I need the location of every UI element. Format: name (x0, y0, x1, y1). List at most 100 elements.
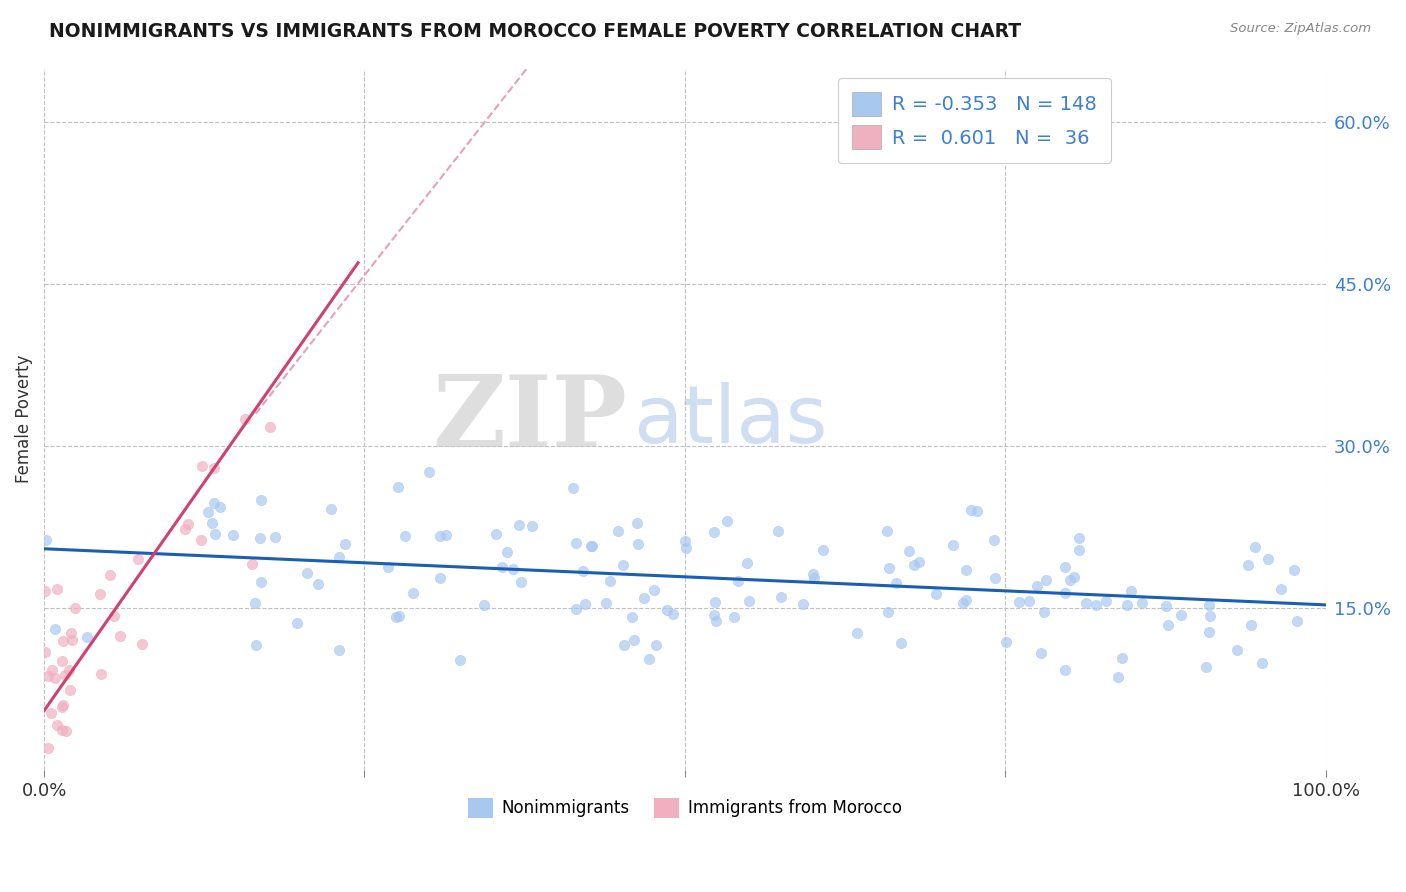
Point (633, 591, 655, 606)
Point (502, 561, 524, 575)
Point (571, 564, 593, 578)
Point (581, 539, 603, 553)
Point (485, 527, 508, 541)
Point (60, 625, 83, 640)
Point (1032, 605, 1054, 619)
Point (769, 590, 792, 604)
Point (34, 584, 56, 599)
Point (1257, 551, 1279, 566)
Point (65, 601, 87, 615)
Point (250, 575, 273, 590)
Point (994, 634, 1017, 648)
Point (52, 634, 75, 648)
Point (599, 574, 621, 588)
Point (174, 523, 197, 537)
Point (429, 571, 451, 585)
Point (221, 528, 243, 542)
Point (1085, 598, 1108, 612)
Point (45, 718, 67, 732)
Point (240, 558, 263, 572)
Point (960, 503, 983, 517)
Point (44, 671, 66, 685)
Point (703, 607, 725, 622)
Point (655, 603, 678, 617)
Point (522, 519, 544, 533)
Point (44, 622, 66, 636)
Point (233, 412, 256, 426)
Point (801, 567, 824, 582)
Point (1018, 593, 1040, 607)
Point (792, 597, 814, 611)
Point (384, 610, 406, 624)
Point (675, 541, 697, 555)
Point (727, 574, 749, 589)
Point (37, 741, 59, 756)
Point (89, 587, 111, 601)
Point (245, 638, 267, 652)
Point (890, 635, 912, 649)
Point (811, 543, 834, 558)
Point (208, 500, 231, 515)
Point (1026, 578, 1049, 592)
Point (1053, 663, 1076, 677)
Point (496, 545, 519, 559)
Point (204, 526, 226, 541)
Point (1054, 559, 1077, 574)
Point (1154, 599, 1177, 613)
Point (737, 594, 759, 608)
Point (264, 530, 287, 544)
Point (613, 638, 636, 652)
Point (1198, 609, 1220, 624)
Point (472, 598, 495, 612)
Point (191, 459, 214, 474)
Point (565, 602, 588, 616)
Point (1074, 596, 1097, 610)
Point (110, 629, 132, 643)
Point (1063, 570, 1085, 584)
Point (1069, 542, 1091, 557)
Point (436, 528, 458, 542)
Point (1236, 558, 1258, 572)
Point (1111, 651, 1133, 665)
Point (703, 595, 725, 609)
Point (702, 524, 724, 539)
Point (626, 537, 648, 551)
Point (51, 654, 73, 668)
Point (131, 637, 153, 651)
Point (908, 555, 931, 569)
Y-axis label: Female Poverty: Female Poverty (15, 355, 32, 483)
Point (53, 667, 76, 681)
Point (90, 666, 112, 681)
Point (1059, 573, 1081, 587)
Point (595, 596, 617, 610)
Point (418, 465, 440, 479)
Point (37, 669, 59, 683)
Point (1198, 598, 1220, 612)
Point (98, 567, 121, 582)
Point (1008, 595, 1031, 609)
Text: NONIMMIGRANTS VS IMMIGRANTS FROM MOROCCO FEMALE POVERTY CORRELATION CHART: NONIMMIGRANTS VS IMMIGRANTS FROM MOROCCO… (49, 22, 1021, 41)
Point (1226, 643, 1249, 657)
Point (449, 653, 471, 667)
Point (34, 645, 56, 659)
Point (1121, 584, 1143, 599)
Point (387, 479, 409, 493)
Point (249, 532, 271, 546)
Point (579, 539, 602, 553)
Point (716, 514, 738, 528)
Point (76, 630, 98, 644)
Point (295, 566, 318, 580)
Point (983, 571, 1005, 585)
Point (1250, 656, 1272, 670)
Point (202, 496, 225, 510)
Point (259, 420, 281, 434)
Point (1031, 646, 1053, 660)
Point (491, 560, 513, 574)
Point (52, 698, 75, 713)
Point (243, 596, 266, 610)
Point (565, 536, 588, 550)
Point (1116, 598, 1139, 612)
Text: Source: ZipAtlas.com: Source: ZipAtlas.com (1230, 22, 1371, 36)
Point (876, 524, 898, 538)
Point (612, 558, 634, 572)
